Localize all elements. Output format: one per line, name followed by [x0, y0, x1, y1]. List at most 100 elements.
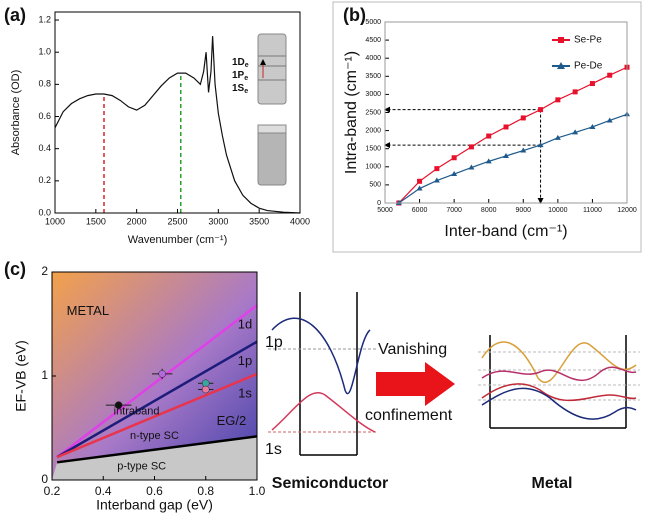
- point: [468, 144, 474, 150]
- point: [451, 155, 457, 161]
- point: [555, 97, 561, 103]
- legend-marker: [558, 37, 564, 43]
- x-axis-label: Inter-band (cm⁻¹): [444, 223, 567, 240]
- panel-label: (a): [4, 5, 26, 25]
- x-tick-label: 7000: [446, 207, 462, 214]
- x-tick-label: 9000: [515, 207, 531, 214]
- legend-label: Se-Pe: [574, 35, 602, 46]
- point: [468, 164, 475, 170]
- x-tick-label: 1500: [86, 216, 106, 226]
- y-tick-label: 0.2: [38, 175, 51, 185]
- point: [607, 72, 613, 78]
- y-tick-label: 1000: [365, 164, 381, 171]
- x-tick-label: 8000: [481, 207, 497, 214]
- point: [416, 185, 423, 191]
- y-tick-label: 4500: [365, 37, 381, 44]
- arrow: [376, 362, 455, 406]
- x-axis-label: Interband gap (eV): [96, 497, 213, 513]
- x-tick-label: 12000: [617, 207, 637, 214]
- series-line: [56, 340, 258, 459]
- arrow-text: confinement: [365, 407, 453, 424]
- annotation-text: 1P: [232, 70, 245, 81]
- annotation-sub: e: [244, 88, 248, 95]
- y-tick-label: 2000: [365, 127, 381, 134]
- annotation: 1Se: [232, 83, 248, 95]
- metal-well: [478, 335, 640, 429]
- panel-label: (c): [4, 259, 26, 279]
- point: [572, 89, 578, 95]
- caption: Semiconductor: [272, 475, 388, 492]
- point: [520, 115, 526, 121]
- legend-label: Pe-De: [574, 61, 603, 72]
- y-tick-label: 0.6: [38, 111, 51, 121]
- y-tick-label: 0.4: [38, 143, 51, 153]
- point: [202, 385, 210, 394]
- legend-marker: [557, 62, 565, 69]
- point: [202, 379, 210, 388]
- arrow-text: Vanishing: [378, 341, 447, 358]
- series-line: [398, 113, 628, 204]
- y-tick-label: 1: [41, 368, 48, 382]
- x-tick-label: 2000: [127, 216, 147, 226]
- y-tick-label: 0.8: [38, 79, 51, 89]
- point: [485, 158, 492, 164]
- y-tick-label: 2: [41, 264, 48, 278]
- y-tick-label: 0: [377, 200, 381, 207]
- y-axis-label: Intra-band (cm⁻¹): [343, 51, 360, 174]
- level-label: 1p: [265, 334, 283, 351]
- series-line: [398, 66, 628, 204]
- panel-label: (b): [343, 5, 366, 25]
- annotation-text: 1S: [232, 83, 245, 94]
- region-label: METAL: [67, 303, 109, 318]
- x-tick-label: 1.0: [249, 484, 266, 498]
- line-label: 1p: [238, 353, 252, 368]
- line-label: 1s: [238, 385, 252, 400]
- plot-frame: [54, 11, 301, 214]
- y-tick-label: 1.0: [38, 47, 51, 57]
- vial-inset: [257, 33, 287, 186]
- x-tick-label: 3500: [249, 216, 269, 226]
- point: [503, 124, 509, 130]
- line-label: EG/2: [217, 413, 247, 428]
- annotation-sub: e: [245, 62, 249, 69]
- x-tick-label: 5000: [377, 207, 393, 214]
- x-tick-label: 0.6: [146, 484, 163, 498]
- y-tick-label: 1.2: [38, 14, 51, 24]
- region-label: p-type SC: [117, 460, 166, 472]
- semiconductor-well: [268, 292, 378, 456]
- y-tick-label: 1500: [365, 146, 381, 153]
- series-line: [56, 304, 258, 459]
- point: [114, 401, 123, 409]
- x-tick-label: 2500: [167, 216, 187, 226]
- y-axis-label: Absorbance (OD): [10, 70, 22, 156]
- p-type-region: [52, 436, 257, 480]
- y-tick-label: 3000: [365, 91, 381, 98]
- series-line: [56, 435, 258, 464]
- y-tick-label: 2500: [365, 109, 381, 116]
- x-tick-label: 11000: [583, 207, 602, 214]
- x-tick-label: 4000: [290, 216, 310, 226]
- x-tick-label: 0.4: [95, 484, 112, 498]
- x-tick-label: 0.2: [44, 484, 61, 498]
- y-tick-label: 5000: [365, 19, 381, 26]
- y-tick-label: 4000: [365, 55, 381, 62]
- point: [589, 81, 595, 87]
- point: [417, 178, 423, 184]
- x-axis-label: Wavenumber (cm⁻¹): [128, 234, 228, 246]
- point: [589, 123, 596, 129]
- point: [503, 152, 509, 158]
- point: [158, 370, 166, 378]
- point: [538, 107, 544, 113]
- panel-frame: [332, 1, 642, 253]
- y-tick-label: 0.0: [38, 207, 51, 217]
- x-tick-label: 0.8: [197, 484, 214, 498]
- point: [433, 177, 440, 183]
- x-tick-label: 6000: [412, 207, 428, 214]
- caption: Metal: [532, 475, 573, 492]
- point: [572, 129, 579, 135]
- annotation: 1De: [232, 57, 249, 69]
- point: [486, 133, 492, 139]
- series-line: [54, 36, 301, 214]
- annotation: 1Pe: [232, 70, 248, 82]
